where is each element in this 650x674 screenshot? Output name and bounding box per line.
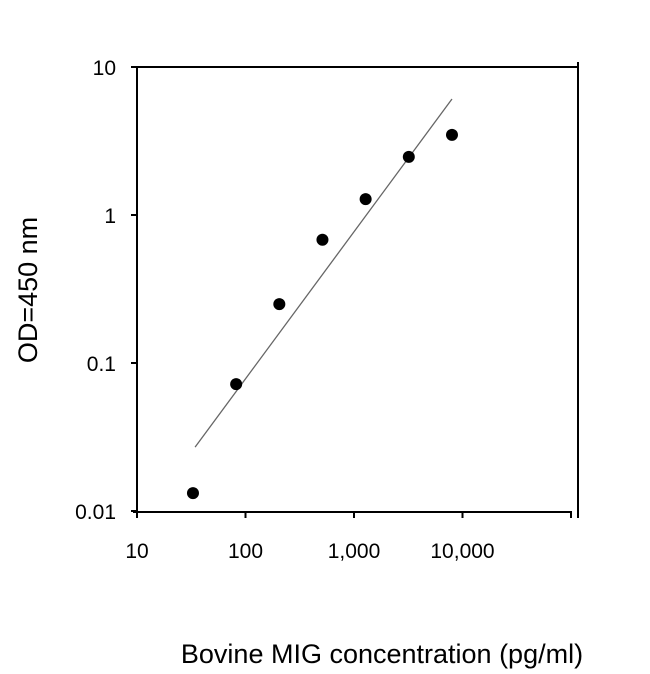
data-point: [273, 298, 286, 311]
data-point: [316, 233, 329, 246]
data-points: [186, 128, 458, 500]
y-tick-label: 1: [104, 205, 116, 228]
x-axis-title: Bovine MIG concentration (pg/ml): [181, 639, 583, 669]
x-tick-label: 100: [228, 540, 263, 563]
data-point: [402, 150, 415, 163]
data-point: [186, 487, 199, 500]
y-tick-label: 0.01: [75, 501, 116, 524]
y-tick-label: 10: [93, 57, 116, 80]
y-axis-ticks: [131, 66, 137, 512]
regression-line: [194, 98, 453, 448]
data-point: [359, 193, 372, 206]
x-tick-label: 1,000: [328, 540, 381, 563]
x-tick-label: 10: [125, 540, 148, 563]
x-tick-label: 10,000: [430, 540, 494, 563]
y-axis-tick-labels: 0.01 0.1 1 10: [75, 57, 116, 524]
plot-frame: [133, 62, 579, 518]
data-point: [445, 128, 458, 141]
data-point: [230, 378, 243, 391]
x-axis-ticks: [136, 512, 572, 518]
x-axis-tick-labels: 10 100 1,000 10,000: [125, 540, 494, 563]
y-axis-title: OD=450 nm: [13, 217, 43, 363]
y-tick-label: 0.1: [87, 353, 116, 376]
